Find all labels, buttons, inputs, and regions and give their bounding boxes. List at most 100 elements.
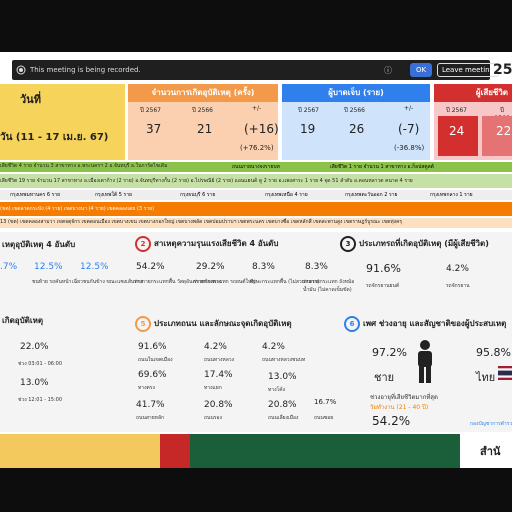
- strip-3-b: กรุงเทพใต้ 5 ราย: [95, 192, 132, 198]
- thai-flag-icon: [498, 366, 512, 380]
- strip-row-2: เสียชีวิต 19 ราย จำนวน 17 สาขาทาง อ.เมือ…: [0, 174, 512, 188]
- acc-diff-value: (+16): [244, 122, 279, 136]
- sec1-pct-0: .7%: [0, 262, 18, 272]
- sec1-title: เหตุอุบัติเหตุ 4 อันดับ: [2, 240, 76, 249]
- sec5-label-7: ถนนรอง: [204, 415, 222, 421]
- record-icon: [16, 65, 26, 75]
- acc-diff-label: +/-: [252, 105, 262, 112]
- inj-year-2567: ปี 2567: [298, 107, 319, 114]
- strip-3-c: กรุงธนบุรี 6 ราย: [180, 192, 216, 198]
- footer-white: [460, 434, 512, 468]
- recording-notice-text: This meeting is being recorded.: [30, 66, 141, 74]
- inj-2566-value: 26: [349, 122, 365, 136]
- strip-2-text: เสียชีวิต 19 ราย จำนวน 17 สาขาทาง อ.เมือ…: [0, 178, 413, 184]
- strip-1-left: เสียชีวิต 4 ราย จำนวน 3 สาขาทาง อ.พระนคร…: [0, 163, 168, 169]
- acc-year-2566: ปี 2566: [192, 107, 213, 114]
- sec5-label-4: ทางแยก: [204, 385, 222, 391]
- sec2-label-1: ร่างกายกระแทก รถยนต์ใหญ่: [194, 279, 256, 285]
- injured-body: [282, 102, 430, 160]
- ok-button[interactable]: OK: [410, 63, 432, 77]
- male-pct: 97.2%: [372, 346, 407, 359]
- sec6-title: 6 เพศ ช่วงอายุ และสัญชาติของผู้ประสบเหตุ: [344, 316, 506, 332]
- inj-year-2566: ปี 2566: [344, 107, 365, 114]
- inj-diff-value: (-7): [398, 122, 420, 136]
- source-text: กองบัญชาการตำรวจนครบาล: [470, 421, 512, 427]
- date-header: [0, 84, 125, 160]
- injured-header: ผู้บาดเจ็บ (ราย): [282, 84, 430, 102]
- recording-notice-bar: This meeting is being recorded. ⓘ OK Lea…: [12, 60, 499, 80]
- sec5-label-3: ทางตรง: [138, 385, 155, 391]
- sec2-pct-0: 54.2%: [136, 262, 165, 272]
- sec3-badge: 3: [340, 236, 356, 252]
- leave-meeting-button[interactable]: Leave meeting: [437, 63, 499, 77]
- dead-2567-value: 24: [449, 124, 465, 138]
- sec4-title: เกิดอุบัติเหตุ: [2, 316, 44, 325]
- sec5-pct-7: 20.8%: [204, 400, 233, 410]
- sec5-pct-4: 17.4%: [204, 370, 233, 380]
- strip-4-text: (ขต) เขตลาดกระบัง (4 ราย) เขตบางนา (4 รา…: [0, 206, 155, 212]
- accidents-header: จำนวนการเกิดอุบัติเหตุ (ครั้ง): [128, 84, 278, 102]
- sec5-title-text: ประเภทถนน และลักษณะจุดเกิดอุบัติเหตุ: [154, 319, 292, 328]
- sec5-label-0: ถนนในเขตเมือง: [138, 357, 173, 363]
- sec5-label-8: ถนนเลี่ยงเมือง: [268, 415, 299, 421]
- sec2-label-3: ร่างกายกระแทก ถังหม้อน้ำมัน (ไม่คาดเข็มข…: [303, 279, 355, 293]
- sec5-pct-2: 4.2%: [262, 342, 285, 352]
- strip-1-mid: ถนนภายนางจงรายบท: [232, 164, 280, 170]
- sec3-pct-0: 91.6%: [366, 262, 401, 275]
- acc-2566-value: 21: [197, 122, 213, 136]
- banner-area: This meeting is being recorded. ⓘ OK Lea…: [0, 52, 512, 80]
- strip-row-3: [0, 190, 512, 200]
- sec5-badge: 5: [135, 316, 151, 332]
- sec1-pct-2: 12.5%: [80, 262, 109, 272]
- person-icon: [418, 340, 432, 383]
- sec6-title-text: เพศ ช่วงอายุ และสัญชาติของผู้ประสบเหตุ: [363, 319, 507, 328]
- inj-diff-label: +/-: [404, 105, 414, 112]
- strip-3-e: กรุงเทพตะวันออก 2 ราย: [345, 192, 398, 198]
- age-range: วัยทำงาน (21 - 40 ปี): [370, 404, 429, 411]
- info-icon[interactable]: ⓘ: [384, 66, 392, 75]
- strip-3-d: กรุงเทพเหนือ 4 ราย: [265, 192, 308, 198]
- sec5-label-9: ถนนซอย: [314, 415, 334, 421]
- sec2-pct-3: 8.3%: [305, 262, 328, 272]
- accidents-body: [128, 102, 278, 160]
- sec1-label-2: เฉี่ยวชนกันข้าง ขณะแซงเส้นทาง: [72, 279, 143, 285]
- sec5-pct-8: 20.8%: [268, 400, 297, 410]
- footer-red: [160, 434, 190, 468]
- sec5-pct-0: 91.6%: [138, 342, 167, 352]
- dead-2566-box: [482, 116, 512, 156]
- dead-2566-value: 22: [496, 124, 512, 138]
- sec3-label-1: รถจักรยาน: [446, 283, 470, 289]
- strip-5-text: 13 (ขต) เขตคลองสามวา เขตจตุจักร เขตดอนเม…: [0, 219, 403, 225]
- male-label: ชาย: [374, 371, 395, 384]
- sec5-label-6: ถนนสายหลัก: [136, 415, 165, 421]
- sec3-title-text: ประเภทรถที่เกิดอุบัติเหตุ (มีผู้เสียชีวิ…: [359, 239, 489, 248]
- sec6-badge: 6: [344, 316, 360, 332]
- shared-screen: This meeting is being recorded. ⓘ OK Lea…: [0, 52, 512, 468]
- sec2-pct-1: 29.2%: [196, 262, 225, 272]
- acc-pct-value: (+76.2%): [240, 144, 274, 152]
- date-header-label: วันที่: [20, 93, 41, 106]
- sec5-pct-3: 69.6%: [138, 370, 167, 380]
- strip-row-5: 13 (ขต) เขตคลองสามวา เขตจตุจักร เขตดอนเม…: [0, 218, 512, 228]
- strip-3-a: กรุงเทพมหานคร 6 ราย: [10, 192, 61, 198]
- sec2-label-0: ร่างกายกระแทกพื้น วัสดุอันตรายข้างทาง: [134, 279, 222, 285]
- acc-year-2567: ปี 2567: [140, 107, 161, 114]
- footer-yellow: [0, 434, 160, 468]
- sec4-label-1: ช่วง 12:01 - 15:00: [18, 397, 63, 403]
- sec2-title: 2 สาเหตุความรุนแรงเสียชีวิต 4 อันดับ: [135, 236, 278, 252]
- strip-row-4: (ขต) เขตลาดกระบัง (4 ราย) เขตบางนา (4 รา…: [0, 202, 512, 216]
- age-pct: 54.2%: [372, 414, 411, 428]
- sec4-label-0: ช่วง 03:01 - 06:00: [18, 361, 63, 367]
- dead-2567-box: [438, 116, 478, 156]
- sec1-label-1: ชนท้าย รถคันหน้า: [32, 279, 72, 285]
- sec3-label-0: รถจักรยานยนต์: [366, 283, 400, 289]
- sec5-pct-1: 4.2%: [204, 342, 227, 352]
- sec5-pct-5: 13.0%: [268, 372, 297, 382]
- top-right-number: 25: [493, 62, 512, 78]
- sec5-label-1: ถนนทางหลวง: [204, 357, 235, 363]
- age-text: ช่วงอายุที่เสียชีวิตมากที่สุด: [370, 394, 438, 401]
- sec5-pct-6: 41.7%: [136, 400, 165, 410]
- acc-2567-value: 37: [146, 122, 162, 136]
- footer-label: สำนั: [480, 445, 501, 458]
- sec2-label-2: ศีรษะกระแทกพื้น (ไม่สวมหมวก): [250, 279, 320, 285]
